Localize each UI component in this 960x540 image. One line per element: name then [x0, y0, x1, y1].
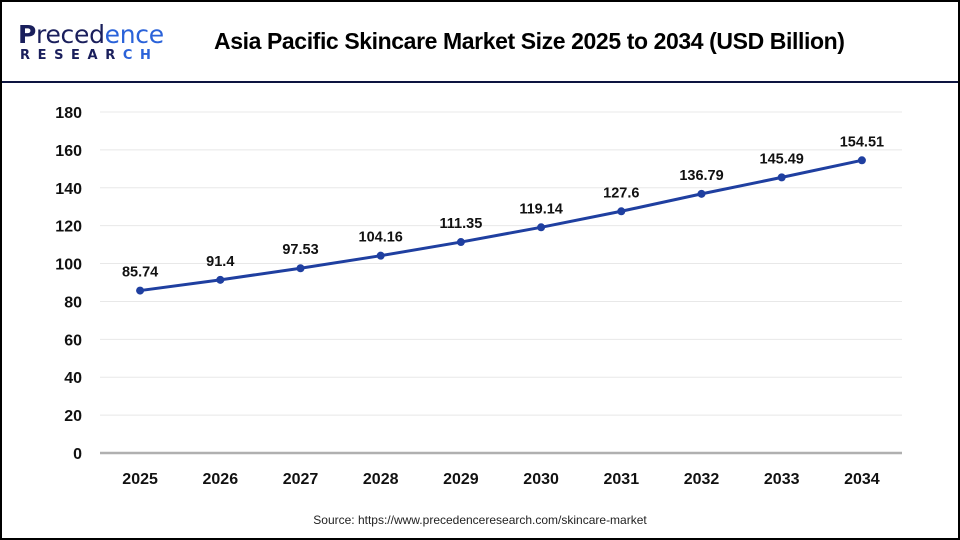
data-point-marker: [857, 156, 866, 165]
x-tick-label: 2033: [764, 471, 800, 488]
data-label: 111.35: [440, 216, 483, 232]
data-label: 104.16: [359, 230, 403, 246]
x-tick-label: 2032: [684, 471, 720, 488]
logo-subtitle: RESEARCH: [20, 48, 158, 63]
data-label: 154.51: [840, 134, 884, 150]
data-point-marker: [136, 286, 145, 295]
data-label: 91.4: [206, 254, 234, 270]
data-label: 127.6: [603, 185, 639, 201]
x-tick-label: 2029: [443, 471, 479, 488]
y-tick-label: 60: [64, 332, 82, 349]
data-point-marker: [296, 264, 305, 273]
y-tick-label: 80: [64, 294, 82, 311]
data-point-marker: [216, 275, 225, 284]
data-point-marker: [617, 207, 626, 216]
series-line: [139, 158, 863, 293]
data-label: 136.79: [679, 168, 723, 184]
x-tick-label: 2025: [122, 471, 158, 488]
logo-wordmark: Precedence: [18, 20, 164, 50]
y-tick-label: 140: [55, 181, 82, 198]
data-point-marker: [376, 251, 385, 260]
data-point-marker: [456, 238, 465, 247]
data-label: 145.49: [760, 151, 804, 167]
y-tick-label: 100: [55, 257, 82, 274]
y-tick-label: 40: [64, 370, 82, 387]
logo-text-blue: ence: [104, 20, 164, 49]
logo-text-dark: reced: [36, 20, 105, 49]
data-point-marker: [697, 189, 706, 198]
y-tick-label: 180: [55, 105, 82, 122]
x-tick-label: 2034: [844, 471, 880, 488]
data-point-marker: [537, 223, 546, 232]
precedence-research-logo: Precedence RESEARCH: [18, 20, 178, 64]
logo-subtitle-dark: RESEAR: [20, 48, 123, 63]
chart-title: Asia Pacific Skincare Market Size 2025 t…: [214, 28, 845, 54]
x-tick-label: 2031: [604, 471, 640, 488]
logo-p-glyph: P: [18, 20, 37, 49]
data-label: 119.14: [519, 201, 563, 217]
data-point-marker: [777, 173, 786, 182]
header-divider: [2, 81, 958, 83]
source-caption: Source: https://www.precedenceresearch.c…: [313, 513, 647, 527]
y-tick-label: 120: [55, 219, 82, 236]
logo-subtitle-blue: CH: [122, 48, 159, 63]
y-tick-label: 0: [73, 446, 82, 463]
y-tick-label: 160: [55, 143, 82, 160]
data-label: 85.74: [122, 265, 158, 281]
x-tick-label: 2026: [203, 471, 239, 488]
x-tick-label: 2028: [363, 471, 399, 488]
y-tick-label: 20: [64, 408, 82, 425]
data-label: 97.53: [282, 242, 318, 258]
x-tick-label: 2030: [523, 471, 559, 488]
x-tick-label: 2027: [283, 471, 319, 488]
